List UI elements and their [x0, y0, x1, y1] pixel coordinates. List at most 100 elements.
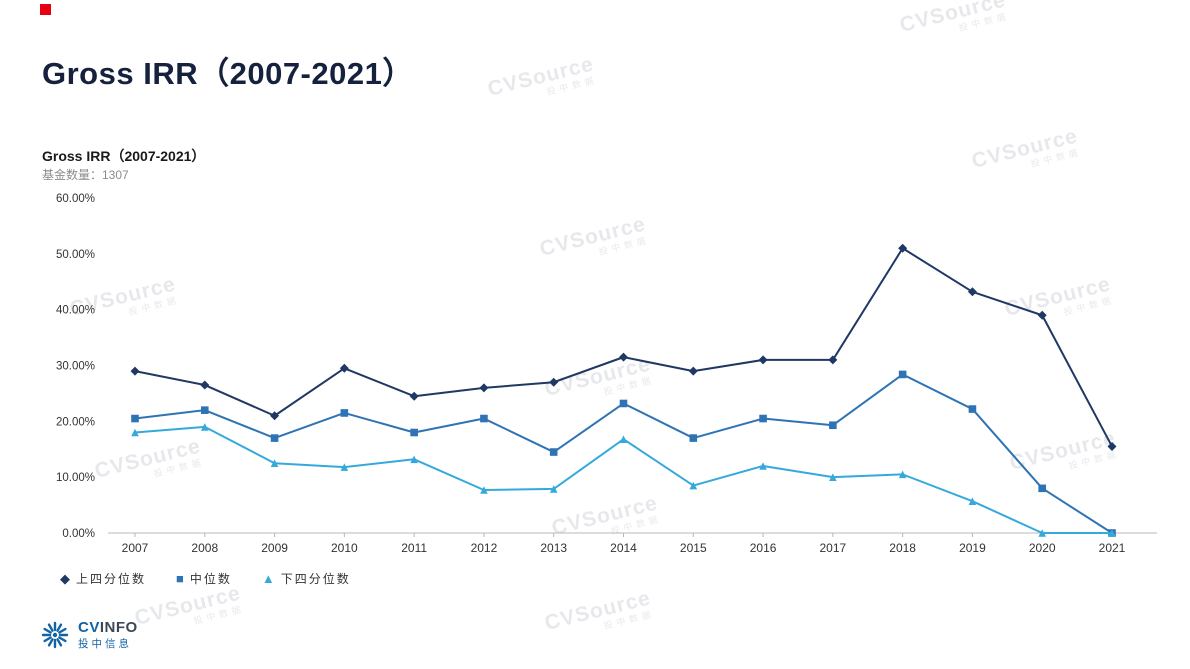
data-point-marker	[758, 355, 768, 365]
x-axis-year-label: 2015	[680, 541, 707, 555]
data-point-marker	[619, 435, 628, 443]
data-point-marker	[898, 370, 907, 379]
data-point-marker	[619, 352, 628, 362]
brand-red-square	[40, 4, 51, 15]
y-axis-tick-label: 50.00%	[56, 249, 95, 261]
x-axis-year-label: 2009	[261, 541, 288, 555]
chart-legend: ◆ 上四分位数 ■ 中位数 ▲ 下四分位数	[60, 570, 351, 587]
page-title: Gross IRR（2007-2021）	[42, 56, 414, 91]
x-axis-year-label: 2020	[1029, 541, 1056, 555]
triangle-marker-icon: ▲	[261, 571, 275, 586]
x-axis-year-label: 2019	[959, 541, 986, 555]
data-point-marker	[480, 486, 488, 494]
cvsource-watermark: CVSource 投中数据	[132, 581, 246, 630]
data-point-marker	[829, 473, 837, 481]
legend-item-upper-quartile: ◆ 上四分位数	[60, 570, 146, 587]
data-point-marker	[1108, 529, 1116, 537]
x-axis-year-label: 2014	[610, 541, 637, 555]
sunburst-ray	[56, 638, 63, 647]
data-point-marker	[829, 421, 837, 430]
series-0-diamond	[130, 243, 1117, 451]
cvsource-watermark: CVSource 投中数据	[969, 124, 1083, 173]
data-point-marker	[410, 428, 418, 437]
cvsource-watermark: CVSource 投中数据	[485, 52, 599, 101]
data-point-marker	[689, 481, 698, 490]
x-axis-year-label: 2012	[471, 541, 498, 555]
data-point-marker	[549, 448, 558, 456]
sunburst-ray	[56, 623, 63, 632]
data-point-marker	[270, 411, 280, 421]
data-point-marker	[131, 428, 139, 437]
series-1-square	[131, 370, 1116, 537]
data-point-marker	[689, 434, 698, 442]
cvinfo-logo: CVINFO 投中信息	[40, 619, 138, 650]
logo-subtext: 投中信息	[78, 637, 132, 650]
data-point-marker	[828, 355, 838, 365]
data-point-marker	[339, 363, 349, 373]
data-point-marker	[130, 366, 140, 376]
series-line	[134, 373, 1113, 534]
data-point-marker	[479, 383, 489, 393]
x-axis-year-label: 2018	[889, 541, 916, 555]
x-axis-year-label: 2013	[540, 541, 567, 555]
data-point-marker	[200, 423, 209, 431]
data-point-marker	[409, 391, 419, 401]
y-axis-tick-label: 60.00%	[56, 193, 95, 205]
data-point-marker	[549, 377, 559, 387]
data-point-marker	[968, 405, 977, 413]
data-point-marker	[200, 380, 210, 390]
x-axis-year-label: 2016	[750, 541, 777, 555]
x-axis-year-label: 2007	[122, 541, 149, 555]
data-point-marker	[968, 497, 977, 505]
data-point-marker	[410, 455, 418, 464]
logo-wordmark: CVINFO	[78, 619, 138, 636]
data-point-marker	[1038, 484, 1047, 493]
data-point-marker	[688, 366, 698, 376]
series-line	[134, 247, 1113, 447]
legend-item-lower-quartile: ▲ 下四分位数	[262, 570, 351, 587]
legend-label: 上四分位数	[76, 572, 147, 586]
sunburst-ray	[58, 636, 67, 643]
data-point-marker	[1107, 441, 1117, 451]
data-point-marker	[898, 243, 908, 253]
sunburst-ray	[58, 627, 67, 634]
y-axis-tick-label: 0.00%	[62, 528, 95, 540]
legend-label: 下四分位数	[280, 572, 351, 586]
sunburst-ray	[47, 638, 54, 647]
data-point-marker	[759, 414, 767, 423]
cvsource-watermark: CVSource 投中数据	[542, 586, 656, 635]
legend-label: 中位数	[189, 572, 232, 586]
sunburst-ray	[47, 623, 54, 632]
data-point-marker	[549, 485, 558, 493]
sunburst-center	[52, 632, 58, 638]
legend-item-median: ■ 中位数	[176, 570, 232, 587]
cvsource-watermark: CVSource 投中数据	[897, 0, 1011, 37]
y-axis-tick-label: 10.00%	[56, 472, 95, 484]
y-axis-tick-label: 40.00%	[56, 305, 95, 317]
chart-fund-count: 基金数量：1307	[42, 168, 129, 182]
series-2-triangle	[131, 423, 1116, 537]
data-point-marker	[340, 409, 349, 417]
logo-text: CVINFO 投中信息	[78, 619, 138, 650]
sunburst-logo-icon	[41, 621, 69, 649]
data-point-marker	[1037, 310, 1047, 320]
data-point-marker	[200, 406, 209, 414]
x-axis-year-label: 2017	[820, 541, 847, 555]
data-point-marker	[967, 287, 977, 297]
sunburst-ray	[43, 627, 52, 634]
data-point-marker	[759, 462, 767, 470]
data-point-marker	[898, 470, 907, 479]
data-point-marker	[619, 399, 628, 408]
diamond-marker-icon: ◆	[60, 571, 70, 586]
data-point-marker	[270, 434, 279, 442]
data-point-marker	[270, 459, 279, 468]
data-point-marker	[131, 414, 139, 423]
sunburst-ray	[43, 636, 52, 643]
x-axis-year-label: 2021	[1099, 541, 1126, 555]
x-axis-year-label: 2010	[331, 541, 358, 555]
y-axis-tick-label: 30.00%	[56, 361, 95, 373]
irr-line-chart: 0.00% 10.00% 20.00% 30.00% 40.00% 50.00% 60.00…	[56, 193, 1157, 555]
data-point-marker	[340, 463, 349, 471]
y-axis-tick-label: 20.00%	[56, 416, 95, 428]
data-point-marker	[480, 414, 488, 423]
